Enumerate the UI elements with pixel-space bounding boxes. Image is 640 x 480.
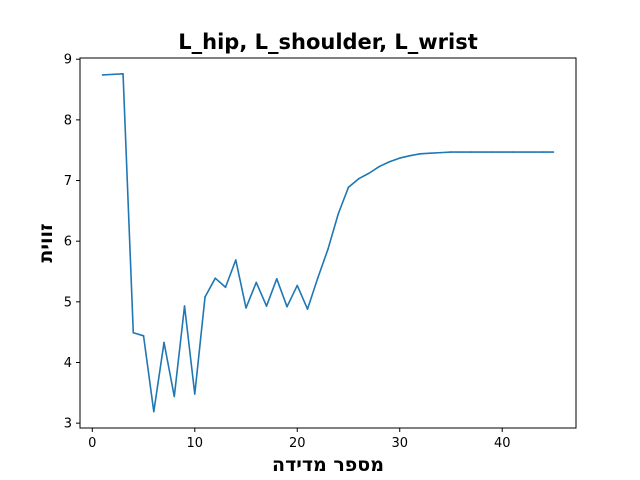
- data-point: [378, 165, 381, 168]
- data-point: [429, 152, 432, 155]
- axes-frame: [79, 57, 577, 429]
- data-point: [409, 154, 411, 157]
- x-axis-label: מספר מדידה: [272, 454, 384, 476]
- data-point: [286, 305, 288, 308]
- x-axis: 0 10 20 30 40: [88, 428, 510, 451]
- data-point: [122, 72, 124, 75]
- data-point: [193, 393, 196, 395]
- data-point: [388, 160, 391, 163]
- y-tick-label: 9: [64, 53, 72, 68]
- data-point: [111, 73, 114, 76]
- data-point: [214, 277, 217, 279]
- data-point: [450, 151, 452, 153]
- data-point: [306, 308, 309, 310]
- data-point: [480, 151, 483, 153]
- data-point: [552, 151, 555, 153]
- y-tick-label: 7: [64, 174, 72, 189]
- data-point: [173, 395, 176, 398]
- data-point: [337, 213, 340, 215]
- data-point: [357, 177, 360, 180]
- data-point: [532, 151, 534, 153]
- data-point: [419, 153, 422, 155]
- y-tick-label: 3: [64, 417, 72, 432]
- x-tick-label: 0: [88, 436, 96, 451]
- data-point: [327, 248, 329, 250]
- plot-area: [101, 72, 555, 413]
- data-point: [296, 284, 299, 287]
- data-point: [470, 151, 473, 153]
- data-point: [460, 151, 463, 153]
- y-tick-label: 6: [64, 235, 72, 250]
- data-point: [234, 259, 237, 261]
- y-tick-label: 5: [64, 295, 72, 310]
- series-line-0: [102, 72, 554, 413]
- y-tick-label: 4: [64, 356, 72, 371]
- data-point: [511, 151, 514, 153]
- y-axis: 3 4 5 6 7 8 9: [64, 53, 80, 432]
- data-point: [152, 410, 155, 413]
- data-point: [542, 151, 545, 153]
- data-point: [439, 151, 442, 154]
- data-point: [204, 296, 206, 298]
- data-point: [163, 341, 165, 344]
- data-point: [265, 305, 268, 307]
- data-point: [491, 151, 493, 153]
- data-point: [275, 277, 278, 280]
- data-point: [224, 286, 227, 289]
- y-tick-label: 8: [64, 113, 72, 128]
- data-point: [132, 331, 135, 334]
- data-point: [398, 157, 401, 159]
- x-tick-label: 30: [391, 436, 408, 451]
- data-point: [521, 151, 524, 153]
- data-point: [368, 172, 370, 175]
- chart-title: L_hip, L_shoulder, L_wrist: [178, 30, 477, 54]
- data-point: [101, 74, 104, 76]
- x-tick-label: 10: [187, 436, 204, 451]
- data-point: [316, 277, 319, 279]
- x-tick-label: 20: [289, 436, 306, 451]
- data-point: [142, 335, 145, 337]
- data-point: [183, 305, 186, 307]
- y-axis-label: זווית: [35, 223, 57, 262]
- data-point: [245, 307, 247, 309]
- x-tick-label: 40: [494, 436, 511, 451]
- data-point: [347, 186, 350, 188]
- data-point: [501, 151, 504, 153]
- data-point: [255, 281, 258, 284]
